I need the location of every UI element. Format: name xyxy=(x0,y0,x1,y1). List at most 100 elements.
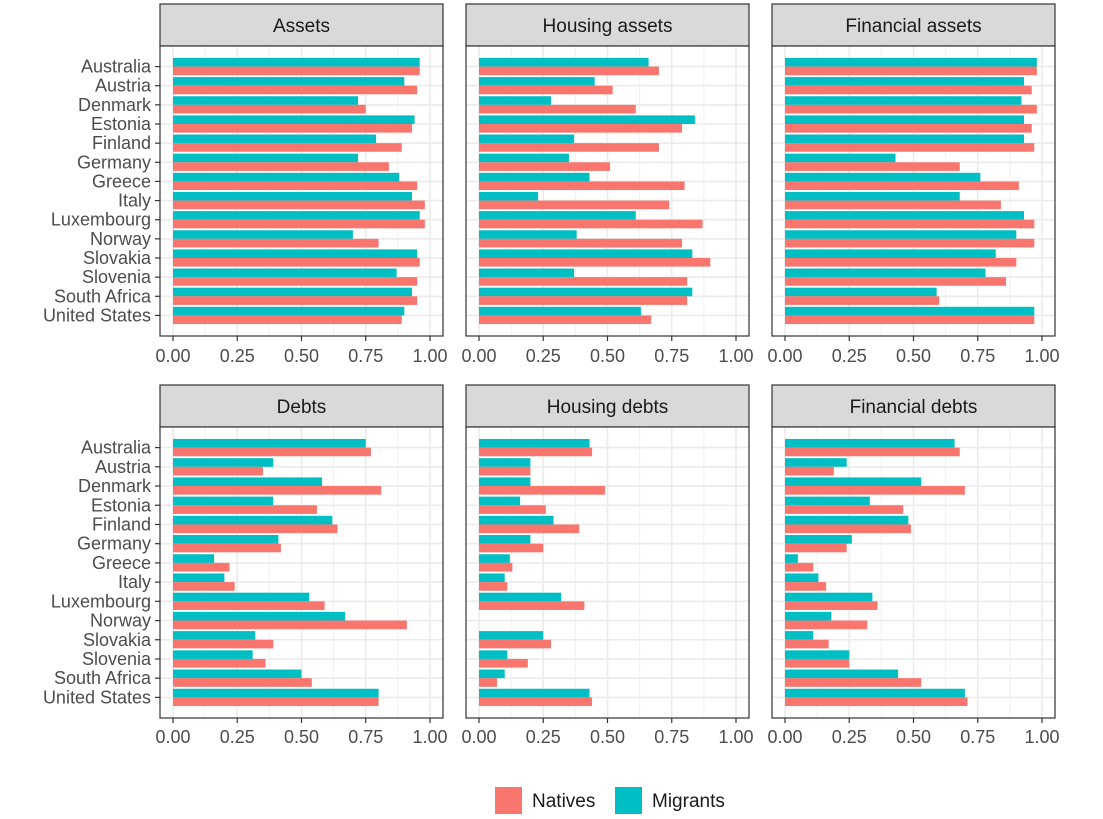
bar-natives xyxy=(785,582,827,591)
bar-natives xyxy=(785,620,868,630)
bar-natives xyxy=(479,219,703,229)
panel-strip xyxy=(159,384,444,428)
x-tick-label: 1.00 xyxy=(1024,346,1059,366)
bar-natives xyxy=(785,678,922,687)
bar-natives xyxy=(479,562,513,572)
bar-natives xyxy=(173,562,230,572)
bar-migrants xyxy=(479,96,551,105)
bar-migrants xyxy=(479,477,531,487)
x-tick-label: 0.00 xyxy=(767,346,802,366)
bar-natives xyxy=(479,678,497,687)
bar-migrants xyxy=(479,249,693,258)
bar-natives xyxy=(785,466,834,476)
bar-natives xyxy=(173,639,274,649)
bar-migrants xyxy=(173,438,366,448)
bar-migrants xyxy=(479,230,577,239)
bar-natives xyxy=(173,697,379,707)
bar-natives xyxy=(479,582,508,591)
bar-natives xyxy=(785,601,878,610)
bar-migrants xyxy=(173,631,256,640)
bar-migrants xyxy=(479,172,590,182)
x-tick-label: 1.00 xyxy=(718,346,753,366)
y-tick-label: Greece xyxy=(92,553,151,573)
x-tick-label: 0.75 xyxy=(348,727,383,747)
y-tick-label: Australia xyxy=(81,438,152,458)
x-tick-label: 0.00 xyxy=(155,346,190,366)
bar-migrants xyxy=(479,631,544,640)
panel-assets: Assets 0.00 0.25 0.50 0.75 1.00 AustraliaAustr… xyxy=(43,3,448,366)
x-tick-label: 0.00 xyxy=(155,727,190,747)
bar-natives xyxy=(479,697,593,707)
bar-migrants xyxy=(479,573,505,583)
bar-migrants xyxy=(785,688,965,698)
bar-migrants xyxy=(785,573,819,583)
bar-natives xyxy=(785,658,850,668)
bar-migrants xyxy=(785,611,832,621)
legend-swatch-migrants xyxy=(615,787,642,814)
bar-migrants xyxy=(479,268,575,278)
bar-natives xyxy=(173,238,379,248)
bar-migrants xyxy=(173,592,310,602)
x-tick-label: 0.50 xyxy=(590,727,625,747)
bar-migrants xyxy=(785,57,1037,67)
bar-migrants xyxy=(785,669,899,679)
y-tick-label: Austria xyxy=(95,457,152,477)
x-tick-label: 0.25 xyxy=(526,346,561,366)
bar-migrants xyxy=(173,306,405,316)
bar-natives xyxy=(785,181,1019,191)
bar-natives xyxy=(173,219,425,229)
bar-migrants xyxy=(173,688,379,698)
bar-migrants xyxy=(173,554,215,563)
bar-natives xyxy=(785,296,940,305)
bar-natives xyxy=(173,143,402,152)
bar-migrants xyxy=(173,96,359,105)
y-tick-label: Finland xyxy=(92,514,151,534)
x-tick-label: 0.00 xyxy=(461,346,496,366)
bar-natives xyxy=(479,258,711,267)
bar-migrants xyxy=(785,535,852,544)
bar-natives xyxy=(479,505,546,514)
bar-natives xyxy=(785,85,1032,95)
bar-migrants xyxy=(479,650,508,659)
bar-migrants xyxy=(173,458,274,467)
bar-natives xyxy=(479,658,528,668)
bar-natives xyxy=(173,85,418,95)
bar-natives xyxy=(785,200,1001,210)
bar-natives xyxy=(173,315,402,325)
bar-natives xyxy=(173,524,338,534)
bar-migrants xyxy=(785,496,870,506)
bar-migrants xyxy=(173,515,333,525)
bar-natives xyxy=(173,104,366,114)
x-tick-label: 0.00 xyxy=(767,727,802,747)
y-tick-label: Germany xyxy=(77,534,151,554)
bar-natives xyxy=(785,315,1035,325)
bar-migrants xyxy=(785,306,1035,316)
legend-label-migrants: Migrants xyxy=(652,791,725,812)
panel-title: Financial assets xyxy=(845,16,981,37)
bar-migrants xyxy=(173,57,420,67)
bar-natives xyxy=(173,162,389,171)
panel-title: Financial debts xyxy=(850,397,978,418)
bar-migrants xyxy=(173,249,418,258)
bar-migrants xyxy=(173,287,413,297)
bar-migrants xyxy=(479,438,590,448)
y-tick-label: Slovakia xyxy=(83,248,152,268)
bar-migrants xyxy=(173,191,413,201)
bar-natives xyxy=(479,466,531,476)
bar-natives xyxy=(479,601,585,610)
panel-title: Debts xyxy=(277,397,327,418)
bar-migrants xyxy=(173,115,415,124)
bar-migrants xyxy=(173,573,225,583)
panel-title: Assets xyxy=(273,16,330,37)
panel-housing-assets: Housing assets 0.00 0.25 0.50 0.75 1.00 xyxy=(461,3,754,366)
bar-migrants xyxy=(479,496,521,506)
bar-natives xyxy=(173,505,317,514)
panel-financial-assets: Financial assets 0.00 0.25 0.50 0.75 1.00 xyxy=(767,3,1060,366)
x-tick-label: 1.00 xyxy=(412,727,447,747)
y-tick-label: Germany xyxy=(77,152,151,172)
x-tick-label: 0.75 xyxy=(960,727,995,747)
bar-natives xyxy=(173,200,425,210)
bar-natives xyxy=(479,143,659,152)
bar-natives xyxy=(173,486,382,495)
bar-natives xyxy=(173,601,325,610)
